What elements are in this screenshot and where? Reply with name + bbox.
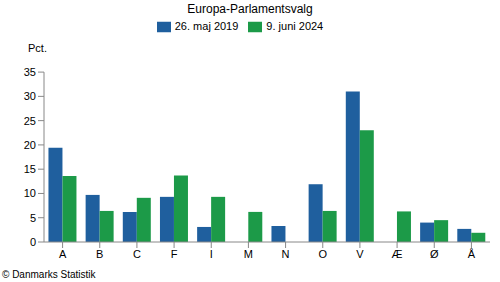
svg-text:20: 20 [24, 139, 36, 151]
svg-text:N: N [282, 248, 290, 260]
html-text:© Danmarks Statistik: © Danmarks Statistik [2, 269, 96, 280]
html-text:26. maj 2019: 26. maj 2019 [174, 20, 239, 32]
svg-text:V: V [356, 248, 364, 260]
svg-text:A: A [59, 248, 67, 260]
html-text:Europa-Parlamentsvalg: Europa-Parlamentsvalg [187, 2, 313, 16]
svg-text:35: 35 [24, 66, 36, 78]
svg-text:25: 25 [24, 115, 36, 127]
svg-text:F: F [171, 248, 178, 260]
svg-text:B: B [96, 248, 103, 260]
svg-text:Æ: Æ [392, 248, 403, 260]
svg-text:15: 15 [24, 163, 36, 175]
svg-text:I: I [210, 248, 213, 260]
svg-text:5: 5 [30, 212, 36, 224]
svg-text:10: 10 [24, 187, 36, 199]
html-text:9. juni 2024: 9. juni 2024 [266, 20, 324, 32]
html-text:Pct.: Pct. [28, 42, 47, 54]
svg-text:O: O [318, 248, 327, 260]
svg-text:Ø: Ø [430, 248, 439, 260]
svg-text:Å: Å [468, 248, 476, 260]
svg-text:C: C [133, 248, 141, 260]
svg-text:0: 0 [30, 236, 36, 248]
svg-text:M: M [244, 248, 253, 260]
svg-text:30: 30 [24, 90, 36, 102]
